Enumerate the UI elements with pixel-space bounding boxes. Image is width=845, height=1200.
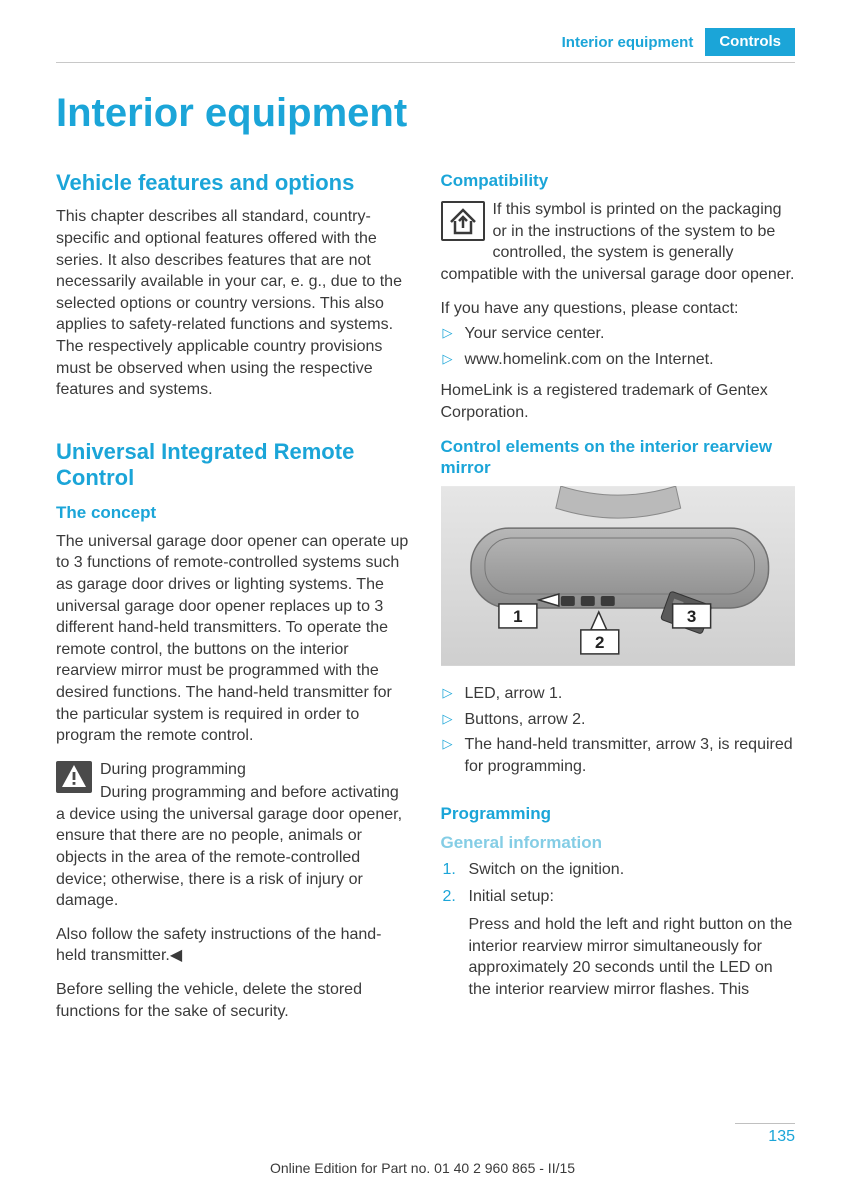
- subheading-compatibility: Compatibility: [441, 170, 796, 191]
- controls-list: LED, arrow 1. Buttons, arrow 2. The hand…: [441, 683, 796, 777]
- section-tab: Controls: [705, 28, 795, 56]
- breadcrumb: Interior equipment: [562, 34, 694, 51]
- step-number: 2.: [443, 886, 456, 908]
- warning-body: During programming and before activating…: [56, 782, 411, 912]
- compatibility-body: If this symbol is printed on the packagi…: [441, 199, 796, 285]
- step-text: Initial setup:: [469, 888, 554, 905]
- right-column: Compatibility If this symbol is printed …: [441, 170, 796, 1034]
- svg-text:1: 1: [513, 607, 522, 626]
- list-item: 1. Switch on the ignition.: [443, 859, 796, 881]
- list-item: Buttons, arrow 2.: [443, 709, 796, 731]
- list-item: Your service center.: [443, 323, 796, 345]
- list-item: The hand-held transmitter, arrow 3, is r…: [443, 734, 796, 777]
- step-number: 1.: [443, 859, 456, 881]
- trademark-note: HomeLink is a registered trademark of Ge…: [441, 380, 796, 423]
- list-item: 2. Initial setup: Press and hold the lef…: [443, 886, 796, 1000]
- list-item: www.homelink.com on the Internet.: [443, 349, 796, 371]
- page-header: Interior equipment Controls: [56, 28, 795, 63]
- homelink-icon: [441, 201, 485, 241]
- subheading-control-elements: Control elements on the interior rearvie…: [441, 436, 796, 479]
- subheading-general-info: General information: [441, 833, 796, 853]
- warning-block: During programming During programming an…: [56, 759, 411, 924]
- body-vehicle-features: This chapter describes all standard, cou…: [56, 206, 411, 400]
- subheading-programming: Programming: [441, 803, 796, 824]
- contact-list: Your service center. www.homelink.com on…: [441, 323, 796, 370]
- heading-remote-control: Universal Integrated Remote Control: [56, 439, 411, 492]
- page-number: 135: [768, 1128, 795, 1145]
- warning-icon: [56, 761, 92, 793]
- subheading-concept: The concept: [56, 502, 411, 523]
- svg-text:3: 3: [686, 607, 695, 626]
- svg-text:2: 2: [595, 633, 604, 652]
- warning-followup: Also follow the safety instructions of t…: [56, 924, 411, 967]
- compatibility-question: If you have any questions, please contac…: [441, 298, 796, 320]
- step-continuation: Press and hold the left and right button…: [469, 916, 793, 998]
- left-column: Vehicle features and options This chapte…: [56, 170, 411, 1034]
- programming-steps: 1. Switch on the ignition. 2. Initial se…: [441, 859, 796, 1001]
- body-concept: The universal garage door opener can ope…: [56, 531, 411, 747]
- list-item: LED, arrow 1.: [443, 683, 796, 705]
- warning-title: During programming: [56, 759, 411, 781]
- heading-vehicle-features: Vehicle features and options: [56, 170, 411, 196]
- body-delete-note: Before selling the vehicle, delete the s…: [56, 979, 411, 1022]
- mirror-figure: 1 2 3: [441, 486, 796, 666]
- step-text: Switch on the ignition.: [469, 861, 625, 878]
- footer-imprint: Online Edition for Part no. 01 40 2 960 …: [0, 1160, 845, 1176]
- compatibility-block: If this symbol is printed on the packagi…: [441, 199, 796, 297]
- page-number-block: 135: [735, 1123, 795, 1146]
- page-title: Interior equipment: [56, 91, 795, 136]
